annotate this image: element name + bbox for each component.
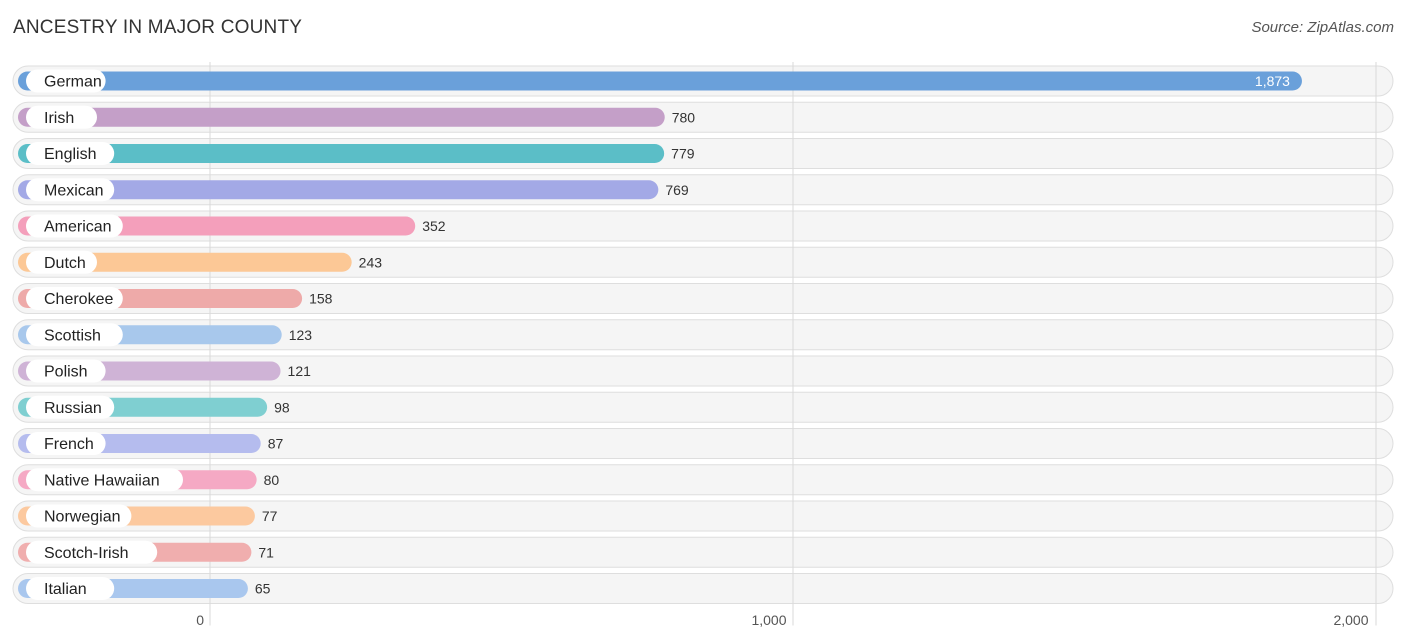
row-track (12, 355, 1394, 387)
x-tick-label: 2,000 (1333, 612, 1368, 628)
category-label-pill (26, 250, 97, 274)
category-label: Native Hawaiian (44, 472, 160, 489)
value-label: 243 (359, 254, 383, 270)
x-tick-label: 0 (196, 612, 204, 628)
bar (18, 71, 1302, 91)
category-label: Cherokee (44, 291, 113, 308)
category-label-pill (26, 142, 115, 165)
bar (18, 144, 665, 163)
row-track (12, 536, 1394, 568)
row-track (12, 428, 1394, 459)
value-label: 1,873 (1255, 73, 1290, 89)
category-label-pill (26, 105, 97, 129)
category-label: Russian (44, 400, 102, 417)
row-track (12, 500, 1394, 532)
value-label: 352 (422, 218, 446, 234)
category-label: German (44, 74, 102, 91)
value-label: 77 (262, 508, 278, 524)
category-label: Scottish (44, 327, 101, 344)
category-label-pill (26, 468, 183, 492)
value-label: 121 (288, 363, 312, 379)
x-tick-label: 1,000 (751, 612, 786, 628)
row-track (12, 283, 1394, 314)
chart-title: ANCESTRY IN MAJOR COUNTY (13, 17, 303, 38)
row-track (12, 464, 1394, 496)
category-label-pill (26, 395, 115, 419)
value-label: 98 (274, 399, 290, 415)
category-label-pill (26, 540, 158, 564)
category-label-pill (26, 287, 123, 310)
category-label: French (44, 436, 94, 453)
category-label: Irish (44, 110, 74, 127)
row-track (12, 573, 1394, 604)
category-label-pill (26, 214, 123, 238)
value-label: 65 (255, 581, 271, 597)
bar (18, 180, 659, 200)
category-label: Italian (44, 581, 87, 598)
bar (18, 252, 352, 272)
category-label-pill (26, 323, 123, 347)
value-label: 80 (264, 472, 280, 488)
category-label: American (44, 219, 112, 236)
value-label: 123 (289, 327, 313, 343)
category-label-pill (26, 69, 106, 93)
value-label: 779 (671, 146, 695, 162)
value-label: 769 (665, 182, 689, 198)
value-label: 158 (309, 291, 333, 307)
source-credit: Source: ZipAtlas.com (1251, 19, 1394, 36)
category-label: Scotch-Irish (44, 545, 128, 562)
row-track (12, 391, 1394, 423)
category-label: Dutch (44, 255, 86, 272)
category-label: Mexican (44, 182, 104, 199)
value-label: 87 (268, 436, 284, 452)
row-track (12, 319, 1394, 351)
category-label: English (44, 146, 96, 163)
row-track (12, 246, 1394, 278)
category-label-pill (26, 359, 106, 383)
category-label-pill (26, 178, 115, 202)
category-label-pill (26, 577, 115, 600)
category-label-pill (26, 432, 106, 455)
value-label: 71 (258, 544, 274, 560)
category-label: Norwegian (44, 509, 120, 526)
value-label: 780 (672, 109, 696, 125)
category-label: Polish (44, 364, 88, 381)
bar (18, 107, 665, 127)
category-label-pill (26, 504, 132, 528)
